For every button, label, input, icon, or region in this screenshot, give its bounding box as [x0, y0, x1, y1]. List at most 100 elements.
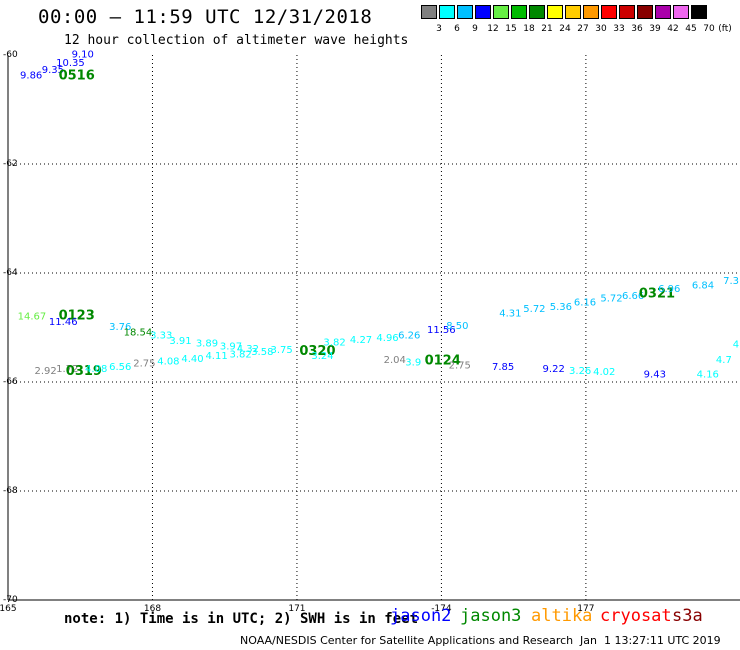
- latitude-label: -64: [3, 268, 18, 278]
- legend-label: 15: [505, 24, 517, 34]
- units-note: note: 1) Time is in UTC; 2) SWH is in fe…: [64, 611, 419, 627]
- wave-height-value: 4.40: [181, 354, 203, 365]
- wave-height-value: 6.26: [398, 330, 420, 341]
- legend-label: 27: [577, 24, 589, 34]
- legend-swatch: [565, 5, 581, 19]
- wave-height-value: 9.86: [20, 70, 42, 81]
- legend-label: 45: [685, 24, 697, 34]
- wave-height-value: 3.82: [230, 349, 252, 360]
- satellite-label-jason3: jason3: [460, 606, 522, 626]
- wave-height-value: 6.16: [574, 298, 596, 309]
- wave-height-value: 2.75: [449, 360, 471, 371]
- wave-height-value: 5.72: [523, 304, 545, 315]
- longitude-label: 165: [0, 604, 17, 614]
- latitude-label: -66: [3, 377, 18, 387]
- map-subtitle: 12 hour collection of altimeter wave hei…: [64, 33, 409, 48]
- wave-height-value: 3.9: [405, 358, 421, 369]
- legend-swatch: [529, 5, 545, 19]
- pass-time-label: 0516: [59, 69, 95, 84]
- wave-height-value: 3.75: [270, 345, 292, 356]
- legend-label: 21: [541, 24, 553, 34]
- wave-height-value: 9.10: [72, 50, 94, 61]
- wave-height-value: 4.27: [350, 335, 372, 346]
- wave-height-value: 2.04: [384, 355, 406, 366]
- legend-swatch: [493, 5, 509, 19]
- generation-timestamp: Jan 1 13:27:11 UTC 2019: [580, 634, 721, 647]
- wave-height-value: 11.46: [49, 317, 78, 328]
- latitude-label: -68: [3, 486, 18, 496]
- wave-height-value: 4.08: [85, 364, 107, 375]
- wave-height-value: 4.08: [157, 357, 179, 368]
- legend-swatch: [475, 5, 491, 19]
- wave-height-value: 4.02: [593, 367, 615, 378]
- wave-height-value: 3.24: [311, 351, 333, 362]
- legend-swatch: [439, 5, 455, 19]
- legend-swatch: [457, 5, 473, 19]
- legend-swatch: [673, 5, 689, 19]
- wave-height-value: 6.56: [109, 362, 131, 373]
- legend-label: 30: [595, 24, 607, 34]
- credit-line: NOAA/NESDIS Center for Satellite Applica…: [240, 634, 574, 647]
- legend-label: 12: [487, 24, 499, 34]
- wave-height-value: 3.26: [569, 366, 591, 377]
- wave-height-value: 18.54: [124, 328, 153, 339]
- legend-label: 3: [436, 24, 442, 34]
- legend-label: 33: [613, 24, 625, 34]
- wave-height-value: 4: [733, 340, 739, 351]
- wave-height-value: 7.85: [492, 362, 514, 373]
- legend-label: 42: [667, 24, 679, 34]
- wave-height-value: 9.43: [644, 370, 666, 381]
- pass-time-label: 0123: [59, 308, 95, 323]
- legend-label: 36: [631, 24, 643, 34]
- legend-label: 9: [472, 24, 478, 34]
- wave-height-value: 6.84: [692, 280, 714, 291]
- wave-height-value: 4.7: [716, 355, 732, 366]
- wave-height-value: 9.35: [42, 65, 64, 76]
- wave-height-value: 3.97: [220, 341, 242, 352]
- wave-height-value: 4.11: [205, 351, 227, 362]
- longitude-label: 171: [288, 604, 305, 614]
- pass-time-label: 0319: [66, 364, 102, 379]
- wave-height-value: 1.72: [56, 364, 78, 375]
- wave-height-value: 3.33: [150, 330, 172, 341]
- legend-swatch: [421, 5, 437, 19]
- wave-height-value: 3.76: [109, 322, 131, 333]
- legend-swatch: [619, 5, 635, 19]
- longitude-label: 177: [577, 604, 594, 614]
- wave-height-value: 6.96: [658, 284, 680, 295]
- wave-height-value: 5.72: [600, 293, 622, 304]
- pass-time-label: 0321: [639, 287, 675, 302]
- legend-label: 24: [559, 24, 571, 34]
- satellite-label-altika: altika: [531, 606, 593, 626]
- wave-height-value: 3.91: [169, 336, 191, 347]
- longitude-label: -174: [431, 604, 452, 614]
- latitude-label: -62: [3, 159, 18, 169]
- wave-height-value: 6.66: [622, 291, 644, 302]
- wave-height-value: 2.92: [34, 366, 56, 377]
- map-title: 00:00 – 11:59 UTC 12/31/2018: [38, 6, 373, 28]
- legend-unit: (ft): [718, 24, 732, 34]
- wave-height-value: 4.96: [376, 333, 398, 344]
- latitude-label: -60: [3, 50, 18, 60]
- wave-height-value: 3.82: [323, 337, 345, 348]
- legend-swatch: [637, 5, 653, 19]
- legend-swatch: [601, 5, 617, 19]
- legend-swatch: [655, 5, 671, 19]
- legend-swatch: [691, 5, 707, 19]
- wave-height-value: 10.35: [56, 58, 85, 69]
- satellite-label-s3a: s3a: [672, 606, 703, 626]
- pass-time-label: 0124: [425, 354, 461, 369]
- latitude-label: -70: [3, 595, 18, 605]
- wave-height-value: 7.3: [723, 276, 739, 287]
- wave-height-value: 9.22: [543, 364, 565, 375]
- wave-height-value: 11.56: [427, 325, 456, 336]
- legend-swatch: [511, 5, 527, 19]
- wave-height-value: 4.16: [697, 370, 719, 381]
- legend-label: 39: [649, 24, 661, 34]
- satellite-label-cryosat: cryosat: [600, 606, 672, 626]
- legend-swatch: [547, 5, 563, 19]
- wave-height-value: 3.58: [251, 347, 273, 358]
- longitude-label: 168: [144, 604, 161, 614]
- legend-swatch: [583, 5, 599, 19]
